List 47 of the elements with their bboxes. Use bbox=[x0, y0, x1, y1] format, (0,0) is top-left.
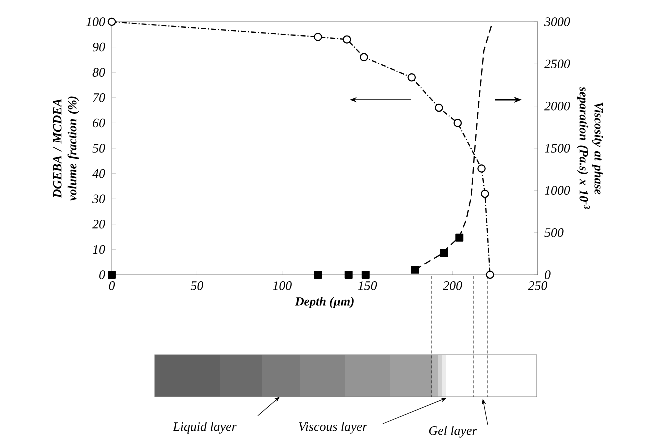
y-tick-label: 50 bbox=[92, 144, 106, 153]
point bbox=[344, 271, 353, 279]
point bbox=[343, 36, 352, 44]
point bbox=[108, 271, 116, 279]
y-tick-label: 90 bbox=[92, 42, 106, 52]
point bbox=[108, 18, 116, 26]
y2-tick-label: 2500 bbox=[544, 60, 570, 69]
point bbox=[435, 104, 444, 112]
x-tick-label: 100 bbox=[273, 282, 292, 290]
point bbox=[360, 53, 368, 62]
y2-tick-label: 0 bbox=[545, 270, 551, 280]
point bbox=[478, 164, 486, 173]
y-tick-label: 10 bbox=[93, 245, 106, 254]
y-tick-label: 70 bbox=[93, 94, 106, 102]
y2-tick-label: 3000 bbox=[544, 18, 570, 26]
point bbox=[362, 271, 370, 279]
y-tick-label: 40 bbox=[92, 169, 106, 178]
y2-axis-title: Viscosity at phase separation (Pa.s) x 10$^{-3}$ bbox=[577, 86, 604, 210]
point bbox=[440, 249, 448, 258]
y2-tick-label: 2000 bbox=[544, 102, 570, 111]
point bbox=[314, 33, 322, 42]
point bbox=[314, 271, 322, 279]
point bbox=[456, 234, 464, 242]
y-tick-label: 20 bbox=[92, 220, 106, 229]
y-tick-label: 30 bbox=[92, 194, 106, 204]
point bbox=[486, 270, 494, 280]
y-tick-label: 80 bbox=[92, 68, 106, 77]
y-tick-label: 60 bbox=[93, 118, 106, 128]
x-tick-label: 50 bbox=[190, 282, 204, 290]
x-tick-label: 250 bbox=[528, 282, 548, 290]
x-tick-label: 0 bbox=[109, 282, 116, 290]
y-tick-label: 0 bbox=[100, 270, 106, 280]
text: Gel layer bbox=[429, 426, 478, 438]
y-tick-label: 100 bbox=[86, 18, 106, 26]
text: Viscous layer bbox=[299, 422, 368, 434]
point bbox=[408, 74, 416, 82]
point bbox=[481, 190, 490, 198]
y2-tick-label: 1000 bbox=[544, 186, 570, 196]
x-tick-label: 150 bbox=[358, 282, 378, 290]
text: Liquid layer bbox=[173, 422, 237, 434]
x-tick-label: 200 bbox=[443, 282, 462, 290]
y-axis-title: DGEBA / MCDEA volume fraction (%) bbox=[53, 96, 80, 201]
point bbox=[454, 119, 462, 128]
y2-tick-label: 1500 bbox=[544, 144, 570, 153]
y2-tick-label: 500 bbox=[544, 228, 564, 238]
point bbox=[411, 266, 420, 274]
x-axis-title: Depth (µm) bbox=[295, 297, 354, 308]
